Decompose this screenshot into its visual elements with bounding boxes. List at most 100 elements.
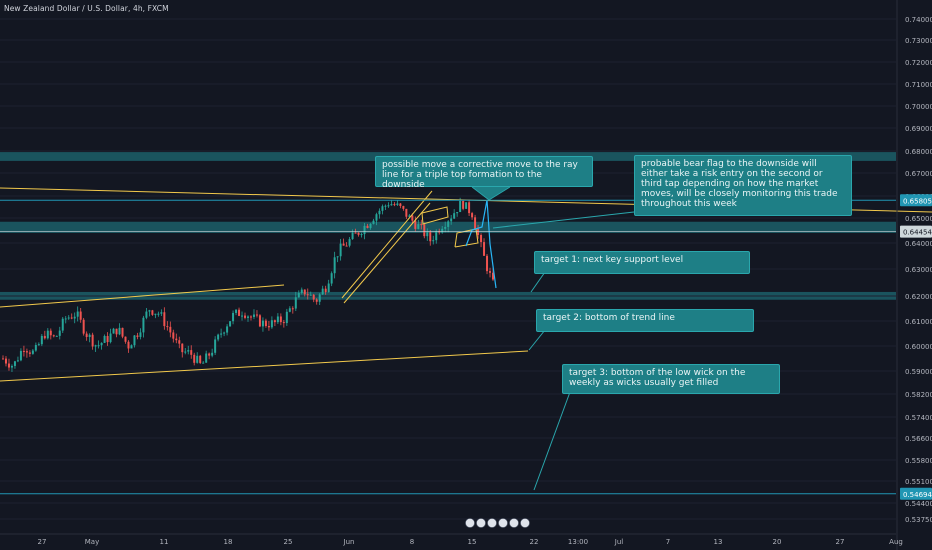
candle-body[interactable] xyxy=(208,353,211,356)
candle-body[interactable] xyxy=(22,350,25,352)
candle-body[interactable] xyxy=(91,334,94,347)
candle-body[interactable] xyxy=(97,345,100,347)
candle-body[interactable] xyxy=(121,327,124,337)
channel-line-lower[interactable] xyxy=(343,202,431,304)
candle-body[interactable] xyxy=(40,335,43,345)
candle-body[interactable] xyxy=(226,326,229,333)
candle-body[interactable] xyxy=(103,335,106,343)
candle-body[interactable] xyxy=(489,271,492,273)
candle-body[interactable] xyxy=(124,336,127,342)
candle-body[interactable] xyxy=(169,326,172,333)
candle-body[interactable] xyxy=(106,335,109,343)
candle-body[interactable] xyxy=(267,326,270,328)
candle-body[interactable] xyxy=(214,339,217,353)
candle-body[interactable] xyxy=(136,335,139,337)
candle-body[interactable] xyxy=(130,345,133,349)
candle-body[interactable] xyxy=(270,320,273,328)
candle-body[interactable] xyxy=(339,243,342,257)
candle-body[interactable] xyxy=(324,288,327,293)
candle-body[interactable] xyxy=(330,273,333,284)
event-icon[interactable] xyxy=(498,518,508,528)
candle-body[interactable] xyxy=(444,226,447,229)
candle-body[interactable] xyxy=(217,334,220,340)
candle-body[interactable] xyxy=(282,322,285,324)
candle-body[interactable] xyxy=(441,228,444,233)
candle-body[interactable] xyxy=(16,360,19,362)
candle-body[interactable] xyxy=(157,313,160,315)
annotation-bear-flag[interactable]: probable bear flag to the downside will … xyxy=(634,155,852,216)
candle-body[interactable] xyxy=(297,292,300,298)
candle-body[interactable] xyxy=(309,294,312,296)
candle-body[interactable] xyxy=(261,320,264,327)
candle-body[interactable] xyxy=(184,351,187,353)
candle-body[interactable] xyxy=(459,200,462,213)
candle-body[interactable] xyxy=(408,215,411,217)
candle-body[interactable] xyxy=(354,232,357,234)
candle-body[interactable] xyxy=(483,242,486,256)
lower-trend-line[interactable] xyxy=(0,350,529,382)
annotation-corrective-move[interactable]: possible move a corrective move to the r… xyxy=(375,156,593,190)
candle-body[interactable] xyxy=(258,315,261,327)
candle-body[interactable] xyxy=(238,309,241,316)
candle-body[interactable] xyxy=(381,206,384,211)
candle-body[interactable] xyxy=(369,223,372,228)
candle-body[interactable] xyxy=(291,308,294,310)
candle-body[interactable] xyxy=(34,344,37,351)
candle-body[interactable] xyxy=(229,321,232,327)
upper-trend-line[interactable] xyxy=(0,284,285,308)
candle-body[interactable] xyxy=(43,335,46,339)
candle-body[interactable] xyxy=(264,320,267,327)
candle-body[interactable] xyxy=(2,358,4,360)
candle-body[interactable] xyxy=(351,232,354,240)
candle-body[interactable] xyxy=(417,224,420,229)
event-icon[interactable] xyxy=(509,518,519,528)
candle-body[interactable] xyxy=(360,234,363,236)
candle-body[interactable] xyxy=(294,297,297,309)
candle-body[interactable] xyxy=(405,208,408,217)
candle-body[interactable] xyxy=(73,316,76,319)
candle-body[interactable] xyxy=(55,335,58,337)
candle-body[interactable] xyxy=(79,311,82,320)
candle-body[interactable] xyxy=(363,225,366,235)
candle-body[interactable] xyxy=(25,351,28,353)
candle-body[interactable] xyxy=(342,243,345,246)
candle-body[interactable] xyxy=(318,294,321,302)
candle-body[interactable] xyxy=(276,316,279,323)
event-icon[interactable] xyxy=(487,518,497,528)
candle-body[interactable] xyxy=(384,205,387,207)
candle-body[interactable] xyxy=(348,239,351,246)
candle-body[interactable] xyxy=(396,203,399,206)
candle-body[interactable] xyxy=(312,294,315,300)
candle-body[interactable] xyxy=(462,200,465,209)
candle-body[interactable] xyxy=(333,257,336,274)
candle-body[interactable] xyxy=(64,318,67,320)
candle-body[interactable] xyxy=(399,203,402,207)
annotation-target-3[interactable]: target 3: bottom of the low wick on the … xyxy=(562,364,780,394)
candle-body[interactable] xyxy=(202,362,205,364)
candle-body[interactable] xyxy=(235,309,238,313)
candle-body[interactable] xyxy=(387,205,390,207)
candle-body[interactable] xyxy=(19,350,22,361)
candle-body[interactable] xyxy=(148,310,151,312)
candle-body[interactable] xyxy=(82,319,85,334)
candle-body[interactable] xyxy=(447,221,450,227)
candle-body[interactable] xyxy=(486,255,489,272)
annotation-target-1[interactable]: target 1: next key support level xyxy=(534,251,750,274)
candle-body[interactable] xyxy=(154,313,157,315)
candle-body[interactable] xyxy=(4,358,7,364)
event-icon[interactable] xyxy=(465,518,475,528)
candle-body[interactable] xyxy=(13,361,16,366)
candle-body[interactable] xyxy=(321,288,324,295)
candle-body[interactable] xyxy=(252,314,255,317)
candle-body[interactable] xyxy=(336,256,339,258)
event-icon[interactable] xyxy=(520,518,530,528)
candle-body[interactable] xyxy=(76,311,79,317)
candle-body[interactable] xyxy=(100,342,103,346)
candle-body[interactable] xyxy=(411,215,414,221)
candle-body[interactable] xyxy=(426,232,429,237)
candle-body[interactable] xyxy=(133,335,136,346)
candle-body[interactable] xyxy=(211,352,214,356)
candle-body[interactable] xyxy=(456,212,459,214)
candle-body[interactable] xyxy=(193,354,196,363)
candle-body[interactable] xyxy=(220,333,223,335)
